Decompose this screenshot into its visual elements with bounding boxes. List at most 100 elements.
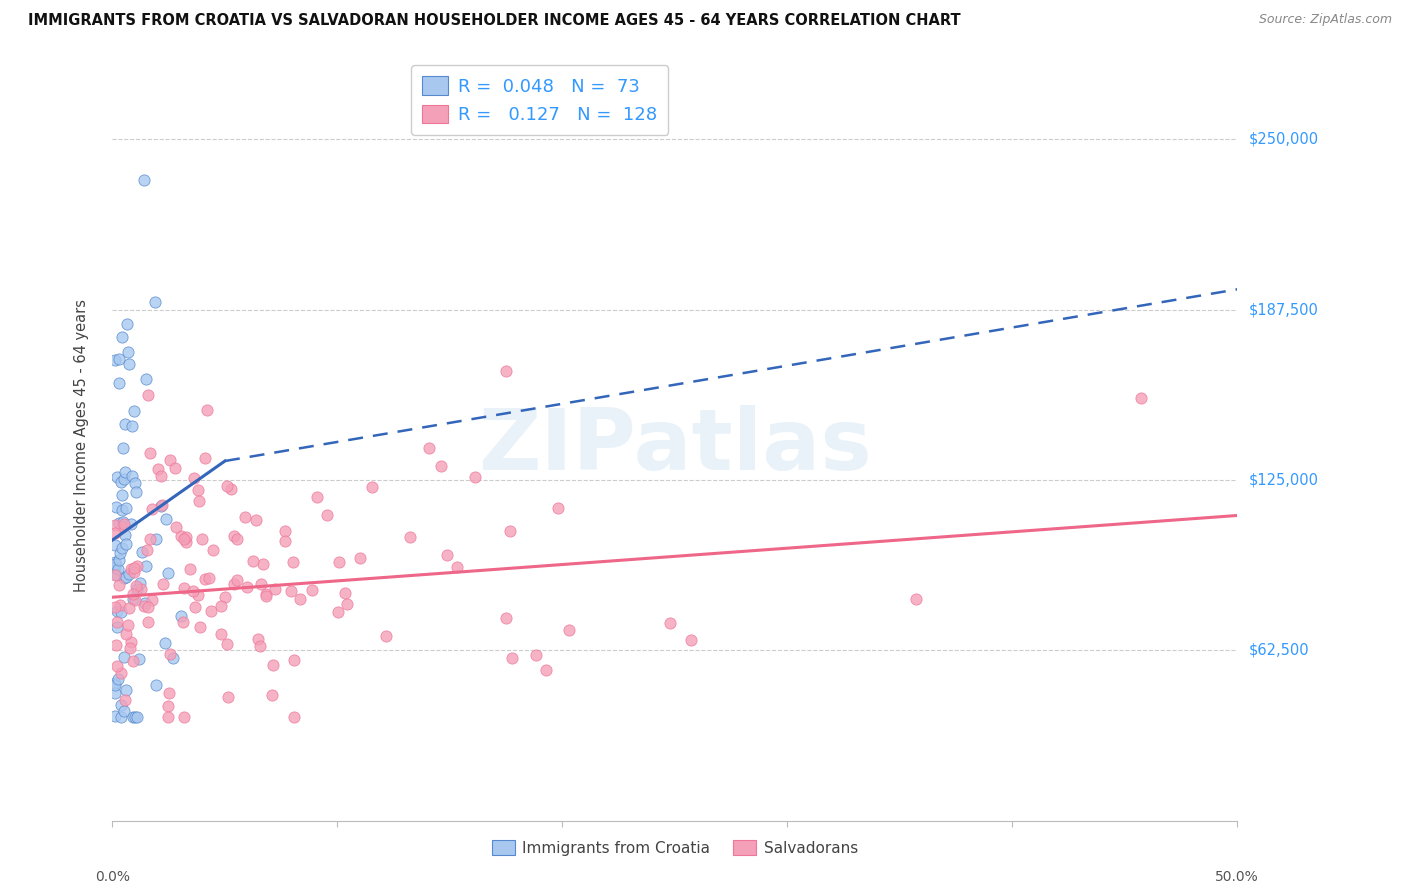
Point — [495, 364, 517, 378]
Point — [122, 587, 145, 601]
Point — [112, 515, 135, 529]
Point — [288, 592, 311, 607]
Point — [187, 483, 209, 497]
Point — [104, 557, 127, 571]
Point — [194, 573, 217, 587]
Point — [104, 568, 127, 582]
Point — [170, 609, 193, 624]
Point — [128, 575, 150, 590]
Point — [172, 615, 194, 630]
Point — [136, 599, 159, 614]
Point — [104, 678, 127, 692]
Point — [183, 600, 205, 615]
Point — [104, 709, 127, 723]
Point — [194, 450, 217, 465]
Point — [104, 685, 127, 699]
Point — [115, 682, 138, 697]
Point — [174, 530, 197, 544]
Point — [159, 686, 181, 700]
Text: ZIPatlas: ZIPatlas — [478, 404, 872, 488]
Point — [105, 638, 128, 652]
Point — [111, 541, 134, 556]
Point — [187, 493, 209, 508]
Point — [117, 567, 139, 582]
Point — [145, 678, 167, 692]
Point — [111, 488, 134, 502]
Point — [173, 710, 195, 724]
Point — [169, 529, 191, 543]
Point — [191, 532, 214, 546]
Point — [195, 402, 218, 417]
Point — [150, 499, 173, 513]
Point — [112, 571, 135, 585]
Point — [233, 510, 256, 524]
Point — [105, 620, 128, 634]
Point — [209, 627, 232, 641]
Point — [181, 584, 204, 599]
Point — [328, 555, 350, 569]
Point — [155, 511, 177, 525]
Point — [127, 710, 149, 724]
Point — [349, 550, 371, 565]
Point — [105, 567, 128, 582]
Point — [132, 173, 155, 187]
Text: $250,000: $250,000 — [1249, 132, 1319, 147]
Point — [131, 545, 153, 559]
Point — [157, 566, 180, 580]
Point — [121, 468, 143, 483]
Point — [495, 610, 517, 624]
Point — [152, 576, 174, 591]
Point — [117, 344, 139, 359]
Point — [179, 562, 201, 576]
Point — [114, 692, 136, 706]
Point — [249, 639, 271, 653]
Point — [122, 561, 145, 575]
Point — [125, 558, 148, 573]
Text: $125,000: $125,000 — [1249, 473, 1319, 488]
Point — [236, 580, 259, 594]
Point — [120, 562, 142, 576]
Point — [110, 698, 132, 713]
Point — [136, 615, 159, 629]
Point — [315, 508, 337, 522]
Point — [547, 501, 569, 516]
Point — [360, 480, 382, 494]
Point — [173, 533, 195, 547]
Point — [112, 705, 135, 719]
Y-axis label: Householder Income Ages 45 - 64 years: Householder Income Ages 45 - 64 years — [75, 300, 89, 592]
Point — [120, 516, 142, 531]
Point — [111, 503, 134, 517]
Point — [149, 499, 172, 513]
Point — [301, 582, 323, 597]
Point — [104, 525, 127, 540]
Point — [336, 597, 359, 611]
Point — [110, 710, 132, 724]
Point — [135, 542, 157, 557]
Point — [188, 620, 211, 634]
Point — [134, 596, 156, 610]
Point — [446, 559, 468, 574]
Point — [250, 577, 273, 591]
Point — [141, 593, 163, 607]
Point — [124, 710, 146, 724]
Point — [226, 533, 249, 547]
Point — [120, 634, 142, 648]
Text: IMMIGRANTS FROM CROATIA VS SALVADORAN HOUSEHOLDER INCOME AGES 45 - 64 YEARS CORR: IMMIGRANTS FROM CROATIA VS SALVADORAN HO… — [28, 13, 960, 29]
Point — [121, 655, 143, 669]
Point — [118, 357, 141, 371]
Point — [217, 479, 239, 493]
Point — [112, 441, 135, 455]
Point — [165, 460, 187, 475]
Point — [108, 351, 131, 366]
Point — [247, 632, 270, 646]
Point — [149, 469, 172, 483]
Text: $187,500: $187,500 — [1249, 302, 1319, 318]
Point — [143, 294, 166, 309]
Point — [110, 666, 132, 681]
Point — [534, 664, 557, 678]
Legend: Immigrants from Croatia, Salvadorans: Immigrants from Croatia, Salvadorans — [485, 833, 865, 862]
Point — [104, 555, 127, 569]
Point — [307, 491, 329, 505]
Point — [254, 589, 277, 603]
Point — [141, 502, 163, 516]
